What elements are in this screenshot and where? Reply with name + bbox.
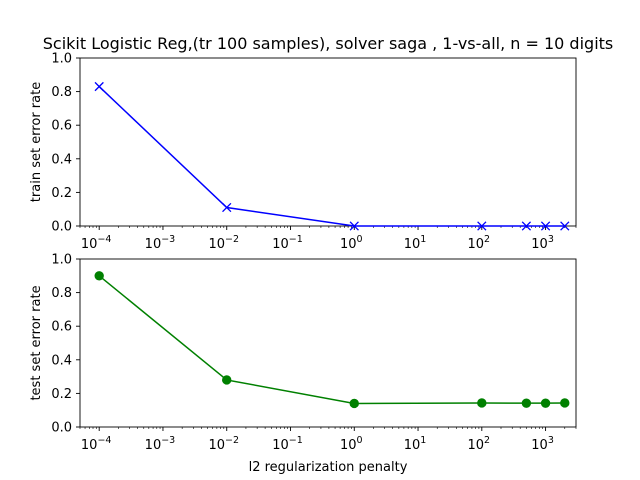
data-point <box>477 398 487 408</box>
data-point <box>521 221 532 231</box>
y-tick-label: 0.4 <box>51 152 72 167</box>
x-axis-label: l2 regularization penalty <box>249 460 408 475</box>
data-point <box>222 202 232 213</box>
data-point <box>477 221 487 231</box>
data-point <box>521 398 532 408</box>
data-point <box>540 221 551 231</box>
x-tick-label: 102 <box>468 435 491 453</box>
x-tick-label: 101 <box>404 435 427 453</box>
x-tick-label: 102 <box>468 234 491 252</box>
y-tick-label: 1.0 <box>51 253 72 268</box>
data-point <box>94 271 104 281</box>
y-tick-label: 0.6 <box>51 320 72 335</box>
x-tick-label: 10−2 <box>208 234 239 252</box>
x-tick-label: 103 <box>531 435 554 453</box>
x-tick-label: 10−2 <box>208 435 239 453</box>
y-tick-label: 0.0 <box>51 220 72 235</box>
data-point <box>349 221 359 231</box>
x-tick-label: 10−3 <box>145 234 176 252</box>
y-tick-label: 0.4 <box>51 353 72 368</box>
x-tick-label: 101 <box>404 234 427 252</box>
train-error-panel: 0.0 0.2 0.4 0.6 0.8 1.0 10−4 10−3 10−2 10−1 100 101… <box>29 52 577 252</box>
x-tick-label: 100 <box>340 435 363 453</box>
x-tick-label: 10−4 <box>81 234 112 252</box>
data-point <box>349 398 359 409</box>
y-tick-label: 0.8 <box>51 286 72 301</box>
y-tick-label: 0.6 <box>51 119 72 134</box>
y-axis-label: train set error rate <box>29 82 44 202</box>
x-tick-label: 10−3 <box>145 435 176 453</box>
data-point <box>560 221 570 231</box>
data-point <box>222 375 232 385</box>
y-tick-label: 0.0 <box>51 421 72 436</box>
x-tick-label: 10−1 <box>272 435 303 453</box>
data-point <box>94 81 104 92</box>
y-tick-label: 0.2 <box>51 186 72 201</box>
chart-title: Scikit Logistic Reg,(tr 100 samples), so… <box>43 34 614 53</box>
y-tick-label: 0.2 <box>51 387 72 402</box>
y-tick-label: 1.0 <box>51 52 72 67</box>
data-point <box>560 398 570 408</box>
x-tick-label: 100 <box>340 234 363 252</box>
x-tick-label: 103 <box>531 234 554 252</box>
plot-frame <box>79 258 577 428</box>
test-error-panel: 0.0 0.2 0.4 0.6 0.8 1.0 10−4 10−3 10−2 10−1 100 101… <box>29 253 577 475</box>
data-point <box>540 398 551 408</box>
plot-frame <box>79 57 577 227</box>
x-tick-label: 10−4 <box>81 435 112 453</box>
y-tick-label: 0.8 <box>51 85 72 100</box>
x-tick-label: 10−1 <box>272 234 303 252</box>
y-axis-label: test set error rate <box>29 285 44 400</box>
